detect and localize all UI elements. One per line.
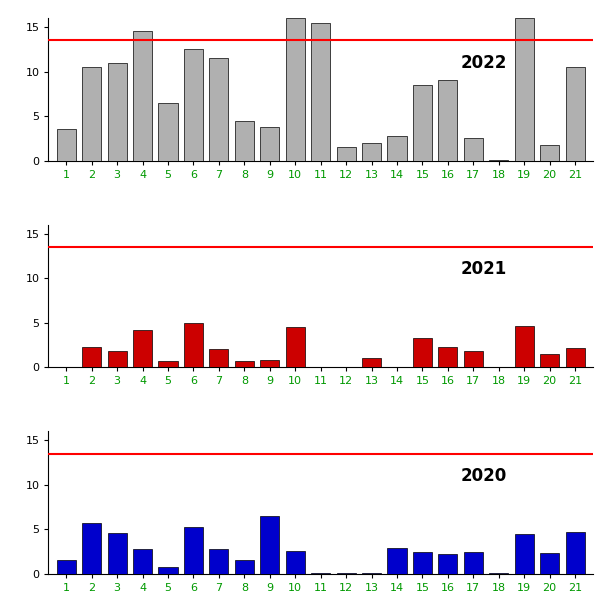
Bar	[336, 147, 356, 161]
Bar	[235, 559, 254, 574]
Bar	[439, 554, 457, 574]
Bar	[540, 144, 559, 161]
Bar	[362, 358, 381, 367]
Bar	[566, 67, 584, 161]
Bar	[209, 549, 229, 574]
Bar	[82, 523, 101, 574]
Bar	[464, 551, 483, 574]
Bar	[57, 129, 76, 161]
Bar	[184, 50, 203, 161]
Bar	[540, 354, 559, 367]
Bar	[108, 351, 126, 367]
Bar	[260, 127, 280, 161]
Bar	[439, 80, 457, 161]
Bar	[133, 549, 152, 574]
Bar	[82, 67, 101, 161]
Bar	[387, 136, 407, 161]
Bar	[133, 31, 152, 161]
Bar	[566, 532, 584, 574]
Bar	[209, 58, 229, 161]
Bar	[362, 143, 381, 161]
Bar	[566, 348, 584, 367]
Bar	[286, 18, 305, 161]
Text: 2021: 2021	[460, 260, 507, 278]
Bar	[159, 361, 177, 367]
Bar	[413, 338, 432, 367]
Bar	[413, 85, 432, 161]
Bar	[286, 327, 305, 367]
Bar	[108, 533, 126, 574]
Bar	[311, 22, 330, 161]
Bar	[235, 121, 254, 161]
Bar	[439, 347, 457, 367]
Bar	[286, 551, 305, 574]
Bar	[235, 361, 254, 367]
Bar	[515, 534, 534, 574]
Bar	[464, 138, 483, 161]
Bar	[159, 567, 177, 574]
Bar	[260, 516, 280, 574]
Bar	[515, 18, 534, 161]
Bar	[209, 349, 229, 367]
Bar	[82, 347, 101, 367]
Bar	[260, 360, 280, 367]
Bar	[464, 351, 483, 367]
Bar	[159, 103, 177, 161]
Bar	[184, 527, 203, 574]
Bar	[108, 63, 126, 161]
Text: 2020: 2020	[460, 467, 507, 485]
Bar	[540, 553, 559, 574]
Bar	[413, 551, 432, 574]
Bar	[133, 330, 152, 367]
Bar	[387, 548, 407, 574]
Text: 2022: 2022	[460, 54, 507, 71]
Bar	[184, 323, 203, 367]
Bar	[515, 326, 534, 367]
Bar	[57, 561, 76, 574]
